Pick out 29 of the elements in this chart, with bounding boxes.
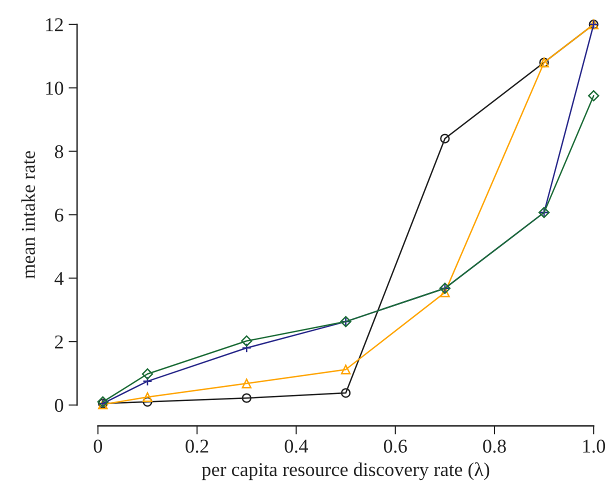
x-tick-label: 0.8 (483, 440, 506, 453)
y-tick-label: 4 (54, 272, 64, 285)
point (588, 90, 600, 102)
x-tick-label: 1.0 (583, 440, 606, 453)
point (142, 392, 152, 402)
y-tick-label: 0 (54, 398, 64, 412)
x-tick-label: 0 (94, 440, 102, 453)
y-tick-label: 10 (46, 82, 64, 95)
point (142, 376, 152, 386)
point (440, 134, 450, 144)
y-tick-label: 2 (55, 335, 63, 348)
point (142, 397, 152, 407)
x-axis-title: per capita resource discovery rate (λ) (202, 462, 490, 480)
point (242, 393, 252, 403)
x-tick-label: 0.4 (284, 440, 308, 453)
x-tick-label: 0.6 (384, 440, 407, 453)
point (241, 335, 252, 347)
point (340, 364, 351, 374)
point (242, 343, 252, 353)
point (440, 288, 450, 298)
y-tick-label: 12 (46, 18, 63, 32)
point (97, 396, 108, 408)
y-tick-label: 6 (55, 208, 64, 222)
y-tick-label: 8 (54, 145, 64, 158)
y-axis-title: mean intake rate (21, 151, 35, 279)
x-tick-label: 0.2 (186, 440, 208, 453)
point (340, 388, 351, 398)
point (242, 378, 252, 388)
point (142, 368, 154, 380)
